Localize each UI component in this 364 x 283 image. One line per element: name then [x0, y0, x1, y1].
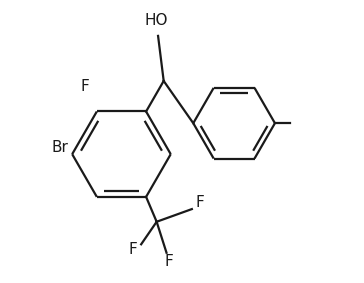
Text: F: F — [128, 243, 137, 258]
Text: Br: Br — [51, 140, 68, 155]
Text: F: F — [196, 194, 205, 209]
Text: F: F — [80, 79, 89, 94]
Text: F: F — [165, 254, 174, 269]
Text: HO: HO — [145, 13, 169, 28]
